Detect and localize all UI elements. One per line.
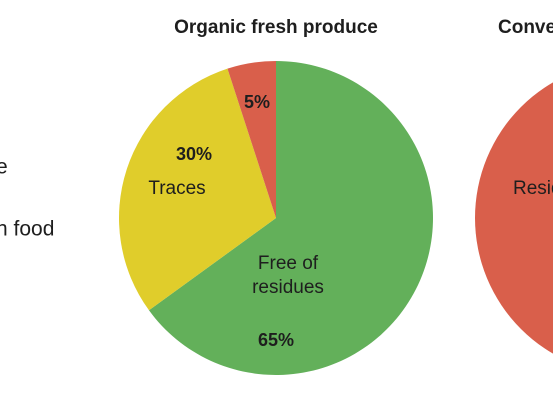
pie-slice [227, 61, 276, 218]
legend-fragment: n food [0, 218, 54, 241]
pie-slice [475, 82, 553, 354]
slice-label: Resid [513, 178, 553, 199]
value-label: 65% [258, 330, 294, 350]
label-line: residues [252, 277, 324, 298]
slice-label: Free of residues [252, 253, 324, 298]
pie-slice [148, 61, 434, 375]
label-line: Free of [258, 253, 319, 274]
slice-label: Traces [148, 178, 205, 199]
pie-slice [118, 68, 277, 311]
chart-title: Organic fresh produce [174, 17, 378, 38]
chart-title: Conve [498, 17, 553, 38]
value-label: 5% [244, 92, 270, 112]
value-label: 30% [176, 144, 212, 164]
legend-fragment: e [0, 156, 8, 179]
